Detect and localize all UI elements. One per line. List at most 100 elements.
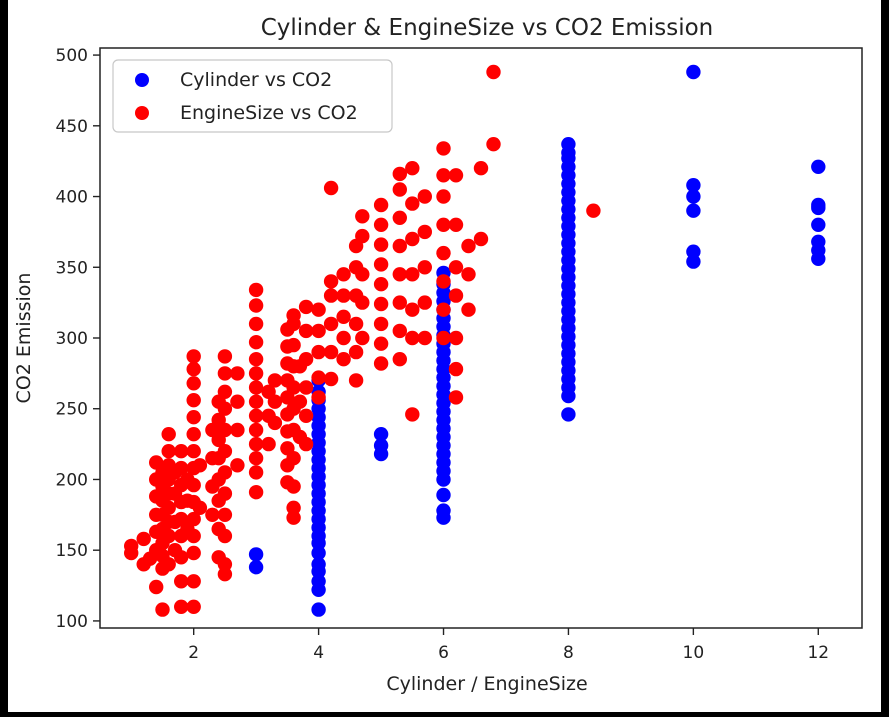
cylinder-point	[248, 547, 264, 562]
enginesize-point	[217, 366, 233, 381]
enginesize-point	[392, 267, 407, 282]
cylinder-point	[686, 189, 701, 204]
enginesize-point	[217, 528, 233, 544]
enginesize-point	[286, 308, 301, 323]
enginesize-point	[405, 267, 420, 282]
enginesize-point	[217, 557, 233, 572]
cylinder-point	[311, 602, 326, 617]
enginesize-point	[186, 393, 201, 408]
enginesize-point	[373, 296, 389, 312]
enginesize-point	[261, 436, 276, 452]
axes-frame	[99, 47, 863, 629]
enginesize-point	[436, 189, 451, 204]
enginesize-point	[373, 257, 389, 272]
enginesize-point	[286, 479, 301, 494]
enginesize-point	[230, 458, 245, 473]
enginesize-point	[248, 436, 264, 452]
enginesize-point	[248, 298, 264, 313]
enginesize-point	[373, 237, 389, 252]
enginesize-point	[149, 579, 164, 595]
enginesize-point	[248, 408, 264, 423]
enginesize-point	[392, 352, 407, 367]
enginesize-point	[461, 267, 476, 282]
enginesize-point	[174, 444, 189, 459]
enginesize-point	[186, 528, 201, 544]
enginesize-point	[267, 394, 283, 409]
enginesize-point	[355, 209, 370, 224]
enginesize-point	[436, 168, 451, 183]
enginesize-point	[336, 330, 351, 346]
x-axis-label: Cylinder / EngineSize	[386, 673, 587, 695]
enginesize-point	[405, 330, 420, 346]
enginesize-point	[436, 330, 451, 346]
enginesize-point	[298, 299, 314, 315]
enginesize-point	[405, 196, 420, 211]
y-tick-label: 300	[56, 329, 88, 349]
enginesize-point	[248, 422, 264, 438]
enginesize-point	[161, 557, 176, 572]
enginesize-point	[174, 574, 189, 589]
enginesize-point	[461, 238, 476, 254]
cylinder-point	[373, 427, 389, 442]
chart-card: Cylinder & EngineSize vs CO2 Emission 2 4…	[8, 0, 881, 712]
enginesize-point	[323, 316, 339, 332]
y-tick-label: 100	[56, 612, 88, 632]
enginesize-point	[448, 330, 464, 346]
enginesize-point	[267, 415, 283, 431]
enginesize-point	[192, 458, 208, 473]
enginesize-point	[355, 267, 370, 282]
enginesize-point	[217, 507, 233, 522]
enginesize-point	[248, 352, 264, 367]
enginesize-point	[323, 344, 339, 360]
enginesize-point	[405, 161, 420, 176]
series-cylinder-points	[248, 64, 826, 617]
enginesize-point	[136, 531, 151, 547]
enginesize-point	[248, 380, 264, 395]
enginesize-point	[205, 507, 220, 522]
x-tick-label: 12	[807, 643, 829, 663]
cylinder-point	[686, 203, 701, 218]
enginesize-point	[311, 344, 326, 360]
enginesize-point	[417, 260, 432, 275]
y-tick-label: 500	[56, 46, 88, 66]
enginesize-point	[348, 316, 364, 332]
enginesize-point	[230, 366, 245, 381]
cylinder-point	[373, 438, 389, 453]
x-tick-label: 2	[188, 643, 199, 663]
cylinder-point	[311, 557, 326, 572]
enginesize-point	[405, 302, 420, 317]
cylinder-point	[686, 64, 701, 80]
enginesize-point	[192, 500, 208, 515]
enginesize-point	[436, 245, 451, 261]
enginesize-point	[186, 410, 201, 425]
enginesize-point	[248, 485, 264, 500]
series-enginesize-points	[124, 64, 601, 617]
enginesize-point	[373, 336, 389, 351]
enginesize-point	[124, 538, 139, 554]
enginesize-point	[405, 231, 420, 247]
x-tick-label: 8	[563, 643, 574, 663]
enginesize-point	[217, 486, 233, 501]
enginesize-point	[436, 217, 451, 232]
enginesize-point	[248, 394, 264, 409]
enginesize-point	[217, 444, 233, 459]
enginesize-point	[292, 394, 308, 409]
enginesize-point	[248, 366, 264, 381]
enginesize-point	[186, 361, 201, 377]
enginesize-point	[355, 330, 370, 346]
cylinder-point	[561, 137, 576, 152]
enginesize-point	[405, 407, 420, 422]
y-tick-label: 200	[56, 470, 88, 490]
enginesize-point	[448, 288, 464, 303]
enginesize-point	[186, 444, 201, 459]
enginesize-point	[174, 460, 189, 476]
legend-label-cylinder: Cylinder vs CO2	[180, 69, 332, 91]
cylinder-point	[311, 545, 326, 561]
enginesize-point	[448, 260, 464, 275]
enginesize-point	[373, 356, 389, 371]
enginesize-point	[373, 316, 389, 332]
x-axis-ticks: 2 4 6 8 10 12	[188, 628, 829, 663]
enginesize-point	[448, 390, 464, 405]
enginesize-point	[448, 217, 464, 232]
enginesize-point	[267, 373, 283, 388]
